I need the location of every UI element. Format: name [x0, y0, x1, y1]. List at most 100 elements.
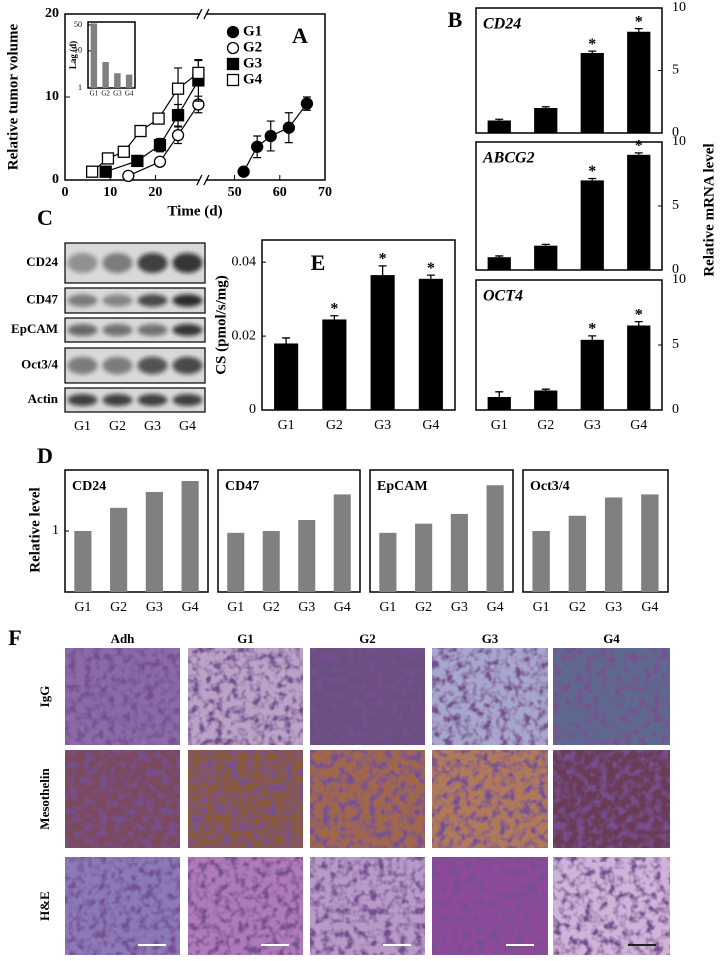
chart-title: Oct3/4 [530, 479, 570, 494]
blot-band [102, 294, 133, 307]
x-tick-label: G2 [537, 418, 554, 433]
plot-frame [261, 239, 456, 411]
column-header: G1 [237, 631, 254, 646]
significance-mark: * [330, 300, 338, 317]
data-point [99, 165, 112, 178]
x-tick-label: G1 [491, 418, 508, 433]
bar [418, 278, 443, 410]
micrograph [432, 750, 548, 848]
blot-band [137, 253, 168, 273]
x-tick-label: G3 [374, 418, 391, 433]
error-bar [541, 243, 550, 246]
panel-letter: A [292, 23, 308, 48]
blot-band [172, 356, 203, 375]
micrograph [553, 648, 670, 745]
error-bar [282, 337, 291, 344]
blot-band [172, 394, 203, 406]
series-line [128, 104, 199, 177]
micrograph [188, 648, 303, 745]
data-point [153, 138, 167, 152]
bar [604, 497, 623, 592]
micrograph [65, 857, 180, 955]
x-tick-label: G3 [584, 418, 601, 433]
column-header: Adh [111, 631, 136, 646]
blot-band [172, 253, 203, 273]
error-bar [541, 106, 550, 108]
bar [274, 343, 299, 410]
legend-marker [226, 41, 240, 55]
data-point [134, 124, 147, 138]
y-tick-label: 10 [672, 272, 686, 287]
y-axis-label: Relative level [27, 487, 43, 572]
error-bar [378, 265, 387, 276]
bar [534, 108, 558, 133]
data-point [153, 155, 167, 168]
x-tick-label: G2 [101, 90, 110, 98]
bar [415, 523, 433, 592]
data-point [131, 154, 144, 168]
bar [487, 397, 511, 410]
blot-lane-label: G4 [179, 419, 196, 434]
data-point [282, 121, 295, 134]
column-header: G2 [359, 631, 376, 646]
bar [580, 180, 604, 270]
y-tick-label: 10 [74, 46, 82, 55]
error-bar [330, 315, 339, 320]
bar [298, 520, 316, 592]
x-tick-label: 50 [228, 185, 242, 200]
blot-row-label: Oct3/4 [21, 356, 58, 371]
bar [322, 319, 347, 410]
x-tick-label: G1 [278, 418, 295, 433]
chart-title: OCT4 [483, 288, 523, 305]
bar [145, 491, 163, 592]
micrograph [432, 648, 548, 745]
panel-letter: C [37, 205, 53, 230]
x-tick-label: G3 [605, 600, 622, 615]
data-point [251, 140, 264, 153]
error-bar [426, 274, 435, 279]
bar [486, 485, 504, 592]
blot-band [67, 394, 98, 406]
micrograph [553, 750, 670, 848]
y-axis-label: Lag (d) [68, 41, 78, 69]
blot-band [102, 394, 133, 406]
plot-frame [217, 469, 361, 593]
panel-letter: F [8, 625, 21, 650]
blot-band [172, 324, 203, 336]
bar [627, 325, 651, 410]
x-tick-label: G2 [263, 600, 280, 615]
y-tick-label: 0.02 [232, 328, 257, 343]
x-tick-label: G3 [298, 600, 315, 615]
row-label: Mesothelin [37, 768, 52, 830]
y-tick-label: 20 [45, 6, 59, 21]
y-axis-label: Relative tumor volume [5, 23, 21, 170]
x-tick-label: G2 [326, 418, 343, 433]
axis-break-gap [199, 12, 206, 16]
x-tick-label: G2 [110, 600, 127, 615]
plot-frame [369, 469, 514, 593]
significance-mark: * [635, 138, 643, 155]
y-tick-label: 0 [672, 402, 679, 417]
y-tick-label: 0.04 [232, 254, 257, 269]
legend-marker [226, 73, 240, 87]
chart-title: CD24 [72, 479, 106, 494]
bar [90, 23, 98, 89]
error-bar [634, 152, 643, 155]
micrograph [65, 648, 180, 745]
bar [262, 531, 280, 592]
blot-lane-label: G3 [144, 419, 161, 434]
bar [580, 53, 604, 133]
legend-marker [226, 57, 240, 71]
error-bar [588, 50, 597, 53]
y-tick-label: 50 [74, 20, 82, 29]
bar [532, 531, 550, 592]
bar [450, 513, 468, 592]
data-point [122, 169, 135, 183]
data-point [264, 129, 277, 143]
bar [627, 31, 651, 133]
blot-band [137, 294, 168, 307]
y-tick-label: 5 [672, 198, 679, 213]
panel-letter: B [448, 7, 463, 32]
legend-label: G1 [243, 23, 262, 39]
